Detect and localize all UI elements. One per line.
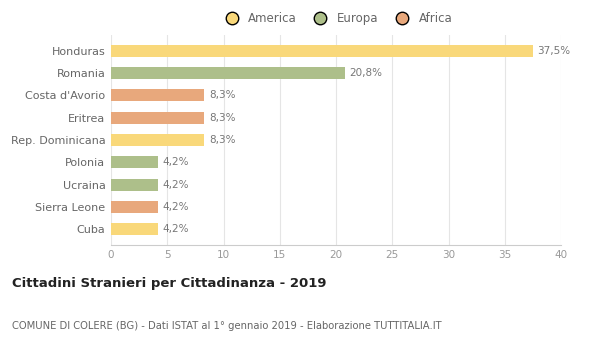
Bar [111,178,158,191]
Bar [111,134,205,146]
Bar [111,156,158,168]
Text: 4,2%: 4,2% [163,202,189,212]
Text: 37,5%: 37,5% [538,46,571,56]
Bar [111,89,205,101]
Bar [111,223,158,236]
Bar [111,67,345,79]
Text: 4,2%: 4,2% [163,180,189,190]
Text: 8,3%: 8,3% [209,90,235,100]
Text: 8,3%: 8,3% [209,113,235,122]
Text: 20,8%: 20,8% [349,68,383,78]
Text: COMUNE DI COLERE (BG) - Dati ISTAT al 1° gennaio 2019 - Elaborazione TUTTITALIA.: COMUNE DI COLERE (BG) - Dati ISTAT al 1°… [12,321,442,331]
Text: 4,2%: 4,2% [163,158,189,167]
Text: 8,3%: 8,3% [209,135,235,145]
Text: 4,2%: 4,2% [163,224,189,234]
Bar [111,201,158,213]
Bar [111,112,205,124]
Text: Cittadini Stranieri per Cittadinanza - 2019: Cittadini Stranieri per Cittadinanza - 2… [12,277,326,290]
Legend: America, Europa, Africa: America, Europa, Africa [215,8,457,30]
Bar [111,44,533,57]
